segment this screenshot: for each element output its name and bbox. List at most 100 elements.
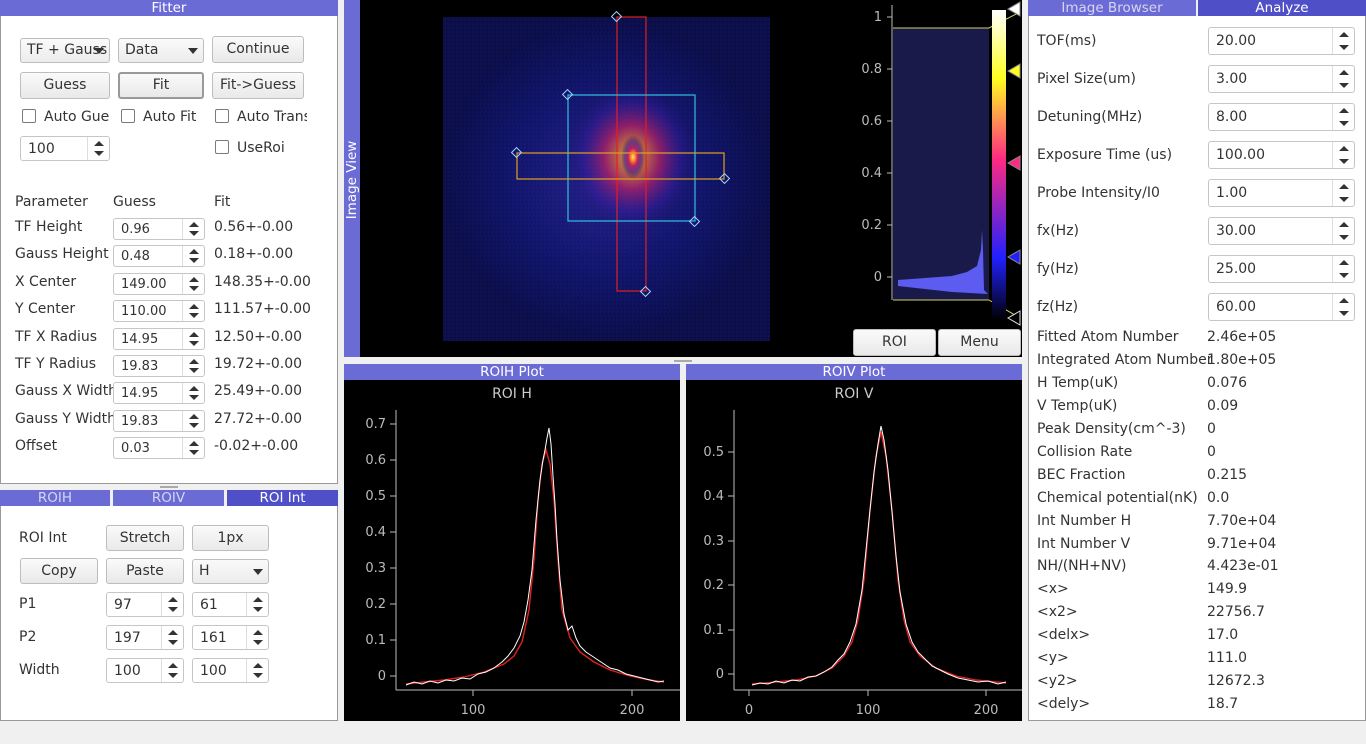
gradient-tick-icon[interactable]: [1007, 63, 1021, 79]
spin-arrows[interactable]: [182, 356, 204, 376]
paste-button[interactable]: Paste: [106, 558, 184, 584]
menu-button[interactable]: Menu: [938, 329, 1021, 356]
param-guess-input[interactable]: 19.83: [113, 410, 205, 432]
spin-arrows[interactable]: [182, 438, 204, 458]
input-spinbox[interactable]: 3.00: [1208, 65, 1355, 93]
roiv-chart[interactable]: 0.5 0.4 0.3 0.2 0.1 0 0 100 200: [686, 380, 1022, 721]
spin-arrows[interactable]: [246, 593, 268, 616]
param-guess-input[interactable]: 0.03: [113, 437, 205, 459]
use-roi-checkbox[interactable]: UseRoi: [215, 140, 307, 156]
roi-spinbox[interactable]: 97: [106, 592, 184, 617]
roi-spinbox[interactable]: 61: [192, 592, 269, 617]
tab-image-browser[interactable]: Image Browser: [1028, 0, 1196, 16]
input-spinbox[interactable]: 60.00: [1208, 293, 1355, 321]
spin-arrows[interactable]: [182, 411, 204, 431]
spin-arrows[interactable]: [161, 593, 183, 616]
data-source-combo[interactable]: Data: [118, 38, 204, 63]
param-guess-input[interactable]: 14.95: [113, 382, 205, 404]
param-guess-input[interactable]: 149.00: [113, 273, 205, 295]
direction-combo[interactable]: H: [192, 559, 269, 584]
input-spinbox[interactable]: 25.00: [1208, 255, 1355, 283]
auto-trans-checkbox[interactable]: Auto Trans: [215, 109, 307, 125]
tab-roiv[interactable]: ROIV: [113, 490, 224, 506]
roih-chart[interactable]: 0.7 0.6 0.5 0.4 0.3 0.2 0.1 0 100 200: [344, 380, 680, 721]
roi-handle-icon[interactable]: [639, 285, 652, 298]
spin-arrows[interactable]: [1332, 294, 1354, 320]
spin-arrows[interactable]: [182, 301, 204, 321]
gradient-tick-icon[interactable]: [1007, 249, 1021, 265]
param-guess-value: 14.95: [121, 332, 159, 347]
spin-arrows[interactable]: [87, 137, 109, 160]
spin-arrows[interactable]: [161, 626, 183, 649]
roi-v-rect[interactable]: [616, 16, 647, 292]
auto-fit-checkbox[interactable]: Auto Fit: [121, 109, 207, 125]
spin-arrows[interactable]: [182, 219, 204, 239]
roi-spinbox[interactable]: 197: [106, 625, 184, 650]
stretch-button[interactable]: Stretch: [106, 525, 184, 551]
input-spinbox[interactable]: 20.00: [1208, 27, 1355, 55]
roi-handle-icon[interactable]: [718, 172, 731, 185]
result-label: <y>: [1037, 650, 1069, 666]
roi-spinbox[interactable]: 161: [192, 625, 269, 650]
spin-arrows[interactable]: [246, 626, 268, 649]
splitter-handle[interactable]: [160, 486, 178, 488]
tab-roi-int[interactable]: ROI Int: [227, 490, 338, 506]
roi-handle-icon[interactable]: [688, 215, 701, 228]
gradient-tick-icon[interactable]: [1007, 1, 1021, 17]
roiv-plot[interactable]: ROI V 0.5 0.4 0.3 0.2 0.1 0 0 100 200: [686, 380, 1022, 721]
roi-h-rect[interactable]: [516, 152, 725, 180]
gradient-bar[interactable]: [992, 10, 1006, 320]
fit-to-guess-button[interactable]: Fit->Guess: [212, 72, 304, 99]
histogram-canvas[interactable]: 1 0.8 0.6 0.4 0.2 0: [852, 0, 1022, 327]
spin-arrows[interactable]: [1332, 180, 1354, 206]
roi-main-rect[interactable]: [567, 94, 696, 222]
fit-button[interactable]: Fit: [118, 72, 204, 99]
spin-arrows[interactable]: [1332, 256, 1354, 282]
guess-button[interactable]: Guess: [20, 72, 110, 99]
roi-spinbox[interactable]: 100: [192, 658, 269, 683]
copy-button[interactable]: Copy: [20, 558, 98, 584]
continue-button[interactable]: Continue: [212, 36, 304, 63]
spin-arrows[interactable]: [1332, 28, 1354, 54]
param-fit-value: 111.57+-0.00: [214, 301, 311, 317]
spin-arrows[interactable]: [1332, 104, 1354, 130]
one-px-button[interactable]: 1px: [192, 525, 269, 551]
spin-arrows[interactable]: [246, 659, 268, 682]
spin-arrows[interactable]: [182, 383, 204, 403]
param-guess-input[interactable]: 14.95: [113, 328, 205, 350]
gradient-tick-icon[interactable]: [1007, 155, 1021, 171]
input-value: 1.00: [1216, 185, 1248, 201]
tab-analyze[interactable]: Analyze: [1198, 0, 1366, 16]
param-guess-input[interactable]: 0.96: [113, 218, 205, 240]
param-guess-input[interactable]: 19.83: [113, 355, 205, 377]
roih-plot[interactable]: ROI H 0.7 0.6 0.5 0.4 0.3 0.2 0.1 0 100 …: [344, 380, 680, 721]
input-spinbox[interactable]: 30.00: [1208, 217, 1355, 245]
spin-arrows[interactable]: [182, 274, 204, 294]
iterations-spinbox[interactable]: 100: [20, 136, 110, 161]
gradient-tick-icon[interactable]: [1007, 310, 1021, 326]
image-canvas[interactable]: [360, 0, 1022, 357]
param-guess-input[interactable]: 0.48: [113, 245, 205, 267]
input-spinbox[interactable]: 1.00: [1208, 179, 1355, 207]
tab-roih[interactable]: ROIH: [0, 490, 110, 506]
splitter-handle[interactable]: [674, 360, 692, 362]
roi-handle-icon[interactable]: [510, 146, 523, 159]
spin-arrows[interactable]: [1332, 142, 1354, 168]
spin-arrows[interactable]: [182, 329, 204, 349]
hist-region[interactable]: [893, 28, 989, 300]
param-guess-input[interactable]: 110.00: [113, 300, 205, 322]
spin-arrows[interactable]: [182, 246, 204, 266]
spin-arrows[interactable]: [161, 659, 183, 682]
input-spinbox[interactable]: 8.00: [1208, 103, 1355, 131]
roi-button[interactable]: ROI: [853, 329, 936, 356]
input-spinbox[interactable]: 100.00: [1208, 141, 1355, 169]
spin-arrows[interactable]: [1332, 66, 1354, 92]
roi-spinbox[interactable]: 100: [106, 658, 184, 683]
histogram-widget[interactable]: 1 0.8 0.6 0.4 0.2 0: [852, 0, 1022, 327]
y-tick-label: 0.5: [365, 489, 386, 504]
roi-handle-icon[interactable]: [561, 88, 574, 101]
auto-guess-checkbox[interactable]: Auto Guess: [22, 109, 110, 125]
roi-handle-icon[interactable]: [610, 10, 623, 23]
spin-arrows[interactable]: [1332, 218, 1354, 244]
fit-model-combo[interactable]: TF + Gauss: [20, 38, 110, 63]
